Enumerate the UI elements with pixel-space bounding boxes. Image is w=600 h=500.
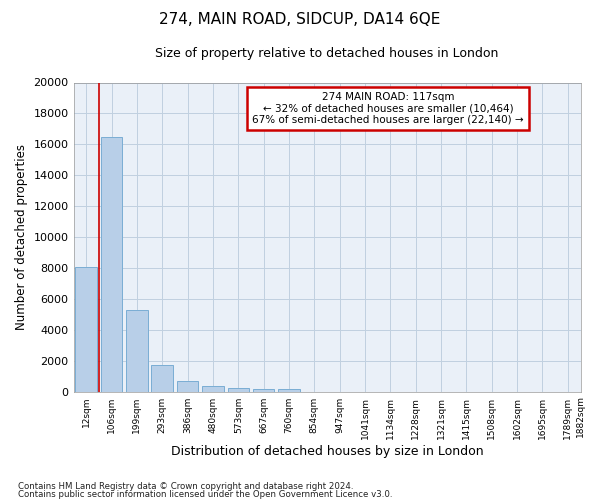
Text: Contains public sector information licensed under the Open Government Licence v3: Contains public sector information licen… [18, 490, 392, 499]
X-axis label: Distribution of detached houses by size in London: Distribution of detached houses by size … [171, 444, 484, 458]
Bar [278, 389, 300, 392]
Bar [101, 136, 122, 392]
Bar [202, 386, 224, 392]
Bar [76, 266, 97, 392]
Text: 274, MAIN ROAD, SIDCUP, DA14 6QE: 274, MAIN ROAD, SIDCUP, DA14 6QE [160, 12, 440, 28]
Title: Size of property relative to detached houses in London: Size of property relative to detached ho… [155, 48, 499, 60]
Bar [126, 310, 148, 392]
Bar [151, 365, 173, 392]
Y-axis label: Number of detached properties: Number of detached properties [15, 144, 28, 330]
Bar [177, 382, 199, 392]
Text: Contains HM Land Registry data © Crown copyright and database right 2024.: Contains HM Land Registry data © Crown c… [18, 482, 353, 491]
Bar [227, 388, 249, 392]
Text: 274 MAIN ROAD: 117sqm
← 32% of detached houses are smaller (10,464)
67% of semi-: 274 MAIN ROAD: 117sqm ← 32% of detached … [252, 92, 524, 125]
Text: 1882sqm: 1882sqm [576, 394, 585, 436]
Bar [253, 388, 274, 392]
